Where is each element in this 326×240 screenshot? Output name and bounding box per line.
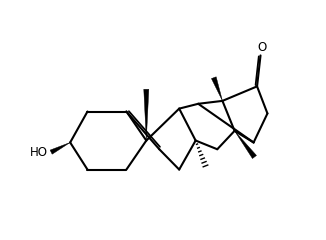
Polygon shape bbox=[50, 143, 70, 154]
Text: O: O bbox=[257, 41, 266, 54]
Polygon shape bbox=[212, 77, 222, 101]
Text: HO: HO bbox=[30, 146, 48, 159]
Text: (DHEA): (DHEA) bbox=[114, 16, 159, 26]
Polygon shape bbox=[235, 131, 257, 158]
Text: Dehydroepiandrosterone: Dehydroepiandrosterone bbox=[6, 16, 148, 26]
Polygon shape bbox=[144, 89, 149, 141]
